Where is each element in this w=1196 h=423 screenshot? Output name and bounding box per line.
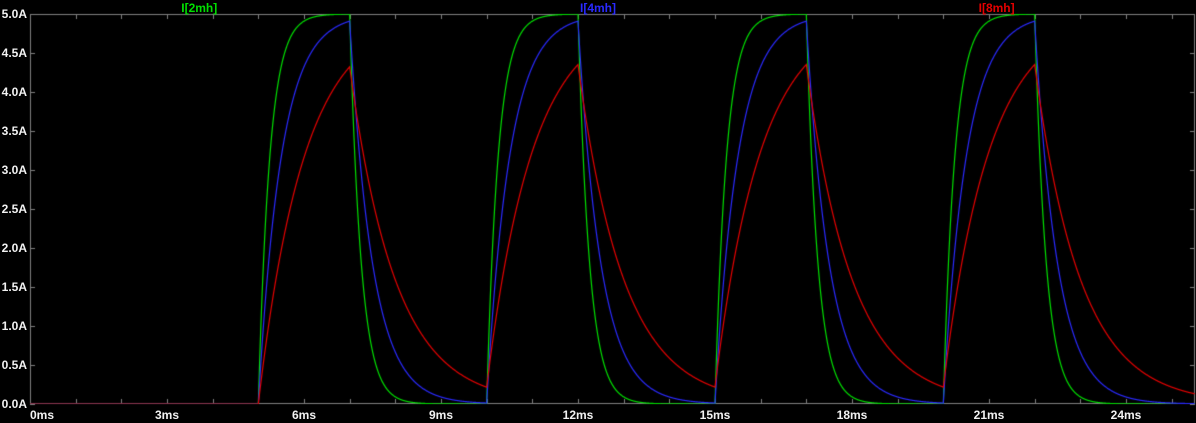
y-tick-label: 4.0A: [1, 85, 27, 99]
y-tick-label: 2.5A: [1, 202, 27, 216]
x-tick-label: 6ms: [291, 408, 317, 422]
y-tick-label: 0.5A: [1, 358, 27, 372]
y-tick-label: 0.0A: [1, 397, 27, 411]
y-tick-label: 1.0A: [1, 319, 27, 333]
x-tick-label: 0ms: [30, 408, 55, 422]
y-tick-label: 4.5A: [1, 46, 27, 60]
y-tick-label: 1.5A: [1, 280, 27, 294]
trace-label-i8mh[interactable]: I[8mh]: [978, 1, 1015, 15]
x-tick-label: 3ms: [154, 408, 180, 422]
trace-label-i4mh[interactable]: I[4mh]: [580, 1, 616, 15]
x-tick-label: 15ms: [699, 408, 731, 422]
x-tick-label: 9ms: [428, 408, 454, 422]
y-tick-label: 3.5A: [1, 124, 27, 138]
x-tick-label: 18ms: [836, 408, 868, 422]
x-tick-label: 21ms: [973, 408, 1005, 422]
y-tick-label: 5.0A: [1, 7, 27, 21]
y-tick-label: 3.0A: [1, 163, 27, 177]
x-tick-label: 12ms: [562, 408, 594, 422]
x-tick-label: 24ms: [1110, 408, 1142, 422]
trace-label-i2mh[interactable]: I[2mh]: [181, 1, 218, 15]
y-tick-label: 2.0A: [1, 241, 27, 255]
